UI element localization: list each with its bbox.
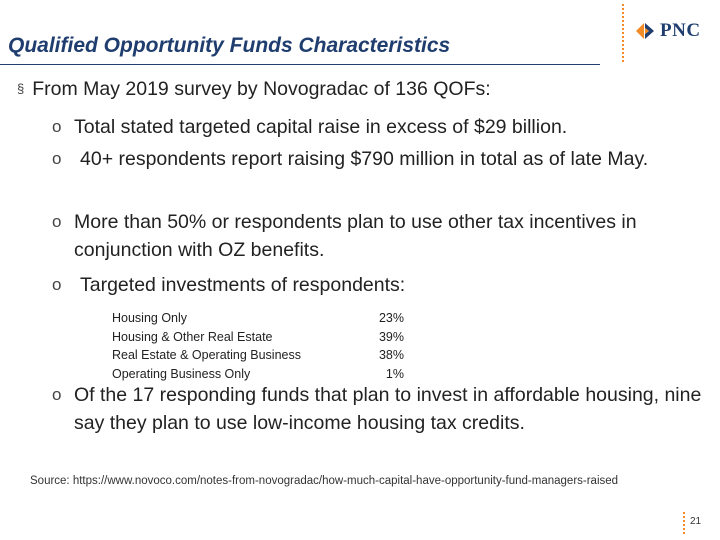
sub-bullet-text: Targeted investments of respondents: bbox=[80, 274, 406, 296]
sub-bullet: o Total stated targeted capital raise in… bbox=[52, 113, 702, 141]
sub-bullet: o More than 50% or respondents plan to u… bbox=[52, 208, 692, 264]
logo-divider bbox=[622, 4, 624, 62]
sub-bullet-text: More than 50% or respondents plan to use… bbox=[74, 211, 637, 261]
circle-bullet-icon: o bbox=[52, 149, 62, 168]
pnc-logo: PNC bbox=[634, 20, 701, 42]
sub-bullet-text: Of the 17 responding funds that plan to … bbox=[74, 384, 702, 434]
sub-bullet-text: 40+ respondents report raising $790 mill… bbox=[80, 148, 649, 170]
sub-bullet: o 40+ respondents report raising $790 mi… bbox=[52, 145, 692, 173]
circle-bullet-icon: o bbox=[52, 275, 62, 294]
investment-percent: 23% bbox=[378, 311, 404, 325]
investment-category: Real Estate & Operating Business bbox=[112, 348, 301, 362]
table-row: Operating Business Only 1% bbox=[112, 365, 404, 384]
page-number-divider bbox=[683, 512, 685, 534]
investment-table: Housing Only 23% Housing & Other Real Es… bbox=[112, 309, 404, 383]
pnc-logo-icon bbox=[636, 23, 654, 39]
investment-percent: 39% bbox=[378, 329, 404, 344]
investment-category: Housing & Other Real Estate bbox=[112, 329, 273, 344]
table-row: Housing Only 23% bbox=[112, 309, 404, 328]
investment-percent: 38% bbox=[378, 348, 404, 362]
circle-bullet-icon: o bbox=[52, 385, 62, 404]
source-citation: Source: https://www.novoco.com/notes-fro… bbox=[30, 475, 619, 487]
circle-bullet-icon: o bbox=[52, 117, 62, 136]
table-row: Real Estate & Operating Business 38% bbox=[112, 346, 404, 365]
sub-bullet: o Targeted investments of respondents: bbox=[52, 271, 692, 299]
investment-percent: 1% bbox=[385, 366, 404, 381]
investment-category: Operating Business Only bbox=[112, 366, 251, 381]
main-bullet: § From May 2019 survey by Novogradac of 1… bbox=[17, 78, 491, 101]
circle-bullet-icon: o bbox=[52, 212, 62, 231]
sub-bullet: o Of the 17 responding funds that plan t… bbox=[52, 381, 712, 437]
title-underline bbox=[0, 64, 600, 65]
main-bullet-text: From May 2019 survey by Novogradac of 13… bbox=[32, 78, 491, 100]
investment-category: Housing Only bbox=[112, 311, 188, 325]
table-row: Housing & Other Real Estate 39% bbox=[112, 328, 404, 347]
sub-bullet-text: Total stated targeted capital raise in e… bbox=[74, 116, 568, 138]
page-number: 21 bbox=[690, 516, 702, 527]
slide-title: Qualified Opportunity Funds Characterist… bbox=[8, 34, 451, 57]
logo-text: PNC bbox=[660, 20, 701, 41]
square-bullet-icon: § bbox=[17, 81, 25, 96]
